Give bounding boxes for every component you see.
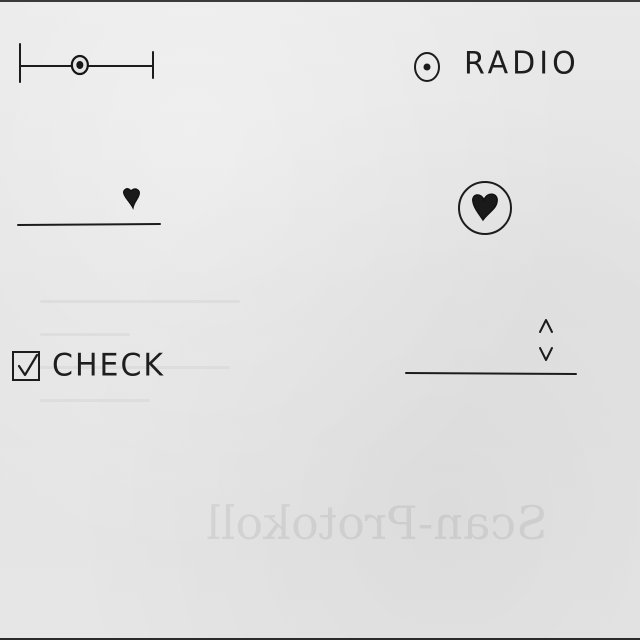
spinner-underline bbox=[405, 372, 577, 375]
heart-button[interactable] bbox=[454, 180, 518, 240]
text-field[interactable] bbox=[14, 180, 166, 236]
checkbox-label: CHECK bbox=[52, 347, 166, 384]
spinner-up-icon[interactable] bbox=[539, 319, 553, 333]
checkmark-icon bbox=[17, 353, 39, 377]
slider-thumb[interactable] bbox=[70, 54, 89, 76]
radio-button[interactable] bbox=[410, 48, 444, 86]
bleed-through-lines bbox=[40, 300, 260, 432]
slider[interactable] bbox=[10, 36, 170, 96]
checkbox[interactable] bbox=[10, 348, 44, 384]
radio-dot bbox=[423, 63, 431, 71]
text-field-underline bbox=[17, 223, 161, 226]
bleed-through-title: Scan-Protokoll bbox=[206, 496, 548, 550]
paper-bottom-edge bbox=[0, 638, 640, 640]
spinner-down-icon[interactable] bbox=[539, 347, 553, 361]
paper-top-edge bbox=[0, 0, 640, 2]
heart-cursor-icon bbox=[123, 188, 140, 210]
radio-label: RADIO bbox=[464, 45, 580, 82]
heart-icon bbox=[472, 193, 498, 222]
number-spinner[interactable] bbox=[400, 314, 582, 382]
